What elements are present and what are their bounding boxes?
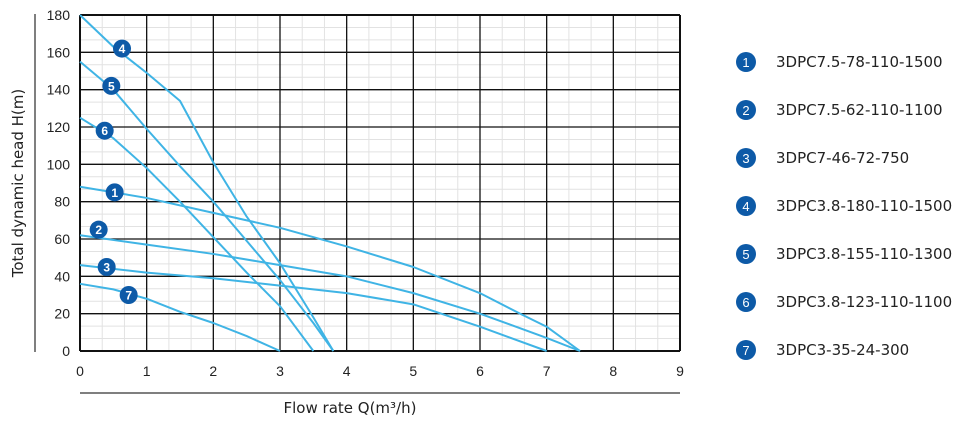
legend-marker: 2 (736, 100, 756, 120)
curve-marker-label-7: 7 (125, 289, 132, 303)
legend-item-3: 3 3DPC7-46-72-750 (736, 134, 952, 182)
curve-marker-label-3: 3 (103, 261, 110, 275)
x-tick-label: 3 (276, 363, 284, 379)
x-tick-label: 2 (209, 363, 217, 379)
curve-marker-label-6: 6 (101, 124, 108, 138)
x-tick-label: 0 (76, 363, 84, 379)
curve-marker-label-4: 4 (119, 42, 126, 56)
legend-marker: 3 (736, 148, 756, 168)
y-axis-label: Total dynamic head H(m) (9, 89, 27, 279)
curve-7 (79, 282, 281, 352)
curve-marker-1 (105, 183, 124, 202)
curve-marker-2 (89, 220, 108, 239)
legend-label: 3DPC3.8-180-110-1500 (776, 197, 953, 215)
curve-marker-label-2: 2 (95, 223, 102, 237)
curve-marker-label-5: 5 (108, 79, 115, 93)
curve-6 (79, 116, 315, 352)
curve-2 (79, 234, 581, 352)
y-tick-label: 120 (47, 119, 71, 135)
curve-marker-3 (97, 258, 116, 276)
x-tick-label: 8 (609, 363, 617, 379)
curve-marker-7 (119, 286, 138, 304)
curve-3 (79, 264, 548, 352)
legend-label: 3DPC3.8-155-110-1300 (776, 245, 953, 263)
curve-marker-label-1: 1 (111, 186, 118, 200)
y-tick-label: 180 (47, 7, 71, 23)
legend-marker: 4 (736, 196, 756, 216)
legend-label: 3DPC3.8-123-110-1100 (776, 293, 953, 311)
legend: 1 3DPC7.5-78-110-1500 2 3DPC7.5-62-110-1100… (736, 38, 952, 374)
legend-item-6: 6 3DPC3.8-123-110-1100 (736, 278, 952, 326)
x-tick-label: 4 (343, 363, 351, 379)
legend-item-4: 4 3DPC3.8-180-110-1500 (736, 182, 952, 230)
legend-marker: 5 (736, 244, 756, 264)
curve-marker-5 (102, 76, 121, 95)
y-tick-label: 20 (54, 306, 70, 322)
curve-marker-4 (113, 39, 131, 58)
y-tick-label: 80 (54, 194, 70, 210)
y-tick-label: 140 (47, 82, 71, 98)
x-tick-label: 5 (409, 363, 417, 379)
legend-item-7: 7 3DPC3-35-24-300 (736, 326, 952, 374)
legend-item-1: 1 3DPC7.5-78-110-1500 (736, 38, 952, 86)
x-tick-label: 1 (143, 363, 151, 379)
legend-label: 3DPC7-46-72-750 (776, 149, 910, 167)
y-tick-label: 100 (47, 156, 71, 172)
x-tick-label: 7 (543, 363, 551, 379)
curve-5 (79, 60, 335, 352)
legend-marker: 1 (736, 52, 756, 72)
y-tick-label: 60 (54, 231, 70, 247)
legend-marker: 7 (736, 340, 756, 360)
legend-label: 3DPC3-35-24-300 (776, 341, 910, 359)
y-tick-label: 160 (47, 44, 71, 60)
curve-1 (79, 185, 581, 352)
curve-marker-6 (95, 121, 114, 140)
y-tick-label: 40 (54, 268, 70, 284)
x-tick-label: 6 (476, 363, 484, 379)
x-axis-label: Flow rate Q(m³/h) (284, 399, 417, 417)
legend-label: 3DPC7.5-78-110-1500 (776, 53, 943, 71)
legend-item-2: 2 3DPC7.5-62-110-1100 (736, 86, 952, 134)
x-tick-label: 9 (676, 363, 684, 379)
legend-label: 3DPC7.5-62-110-1100 (776, 101, 943, 119)
legend-item-5: 5 3DPC3.8-155-110-1300 (736, 230, 952, 278)
y-tick-label: 0 (62, 343, 70, 359)
legend-marker: 6 (736, 292, 756, 312)
